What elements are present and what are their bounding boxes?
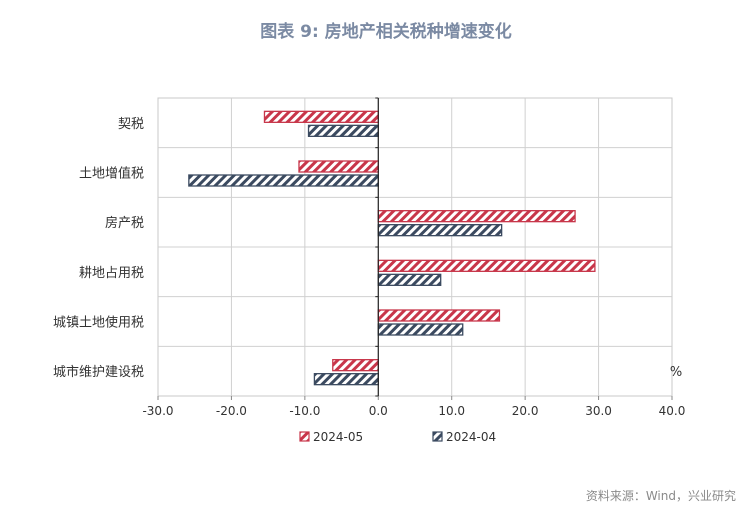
- x-tick-label: 40.0: [659, 404, 686, 418]
- bar-series1: [377, 259, 596, 272]
- x-tick-label: -20.0: [216, 404, 247, 418]
- unit-label: %: [670, 365, 682, 380]
- bar-series1: [377, 309, 501, 322]
- category-label: 房产税: [105, 215, 144, 231]
- x-tick-label: 20.0: [512, 404, 539, 418]
- bar-series2: [377, 224, 503, 237]
- category-label: 契税: [118, 117, 144, 132]
- bar-series1: [298, 160, 379, 173]
- category-label: 城市维护建设税: [53, 364, 144, 380]
- x-tick-label: 10.0: [438, 404, 465, 418]
- bar-series1: [332, 359, 379, 372]
- category-label: 耕地占用税: [79, 265, 144, 281]
- x-tick-label: 0.0: [369, 404, 388, 418]
- source-note: 资料来源：Wind，兴业研究: [586, 488, 736, 503]
- bar-series2: [377, 323, 464, 336]
- x-tick-label: -10.0: [289, 404, 320, 418]
- x-tick-label: 30.0: [585, 404, 612, 418]
- bar-series1: [263, 110, 379, 123]
- category-label: 城镇土地使用税: [53, 315, 144, 331]
- bar-series2: [377, 273, 442, 286]
- legend-label: 2024-05: [313, 430, 363, 444]
- bar-series2: [307, 124, 379, 137]
- x-tick-label: -30.0: [142, 404, 173, 418]
- plot-area: -30.0 -20.0 -10.0 0.0 10.0 20.0 30.0 40.0 契税土地增值…: [53, 97, 686, 444]
- chart-title: 图表 9: 房地产相关税种增速变化: [260, 21, 511, 42]
- legend-swatch: [432, 431, 443, 442]
- legend-swatch: [299, 431, 310, 442]
- category-label: 土地增值税: [79, 166, 144, 182]
- legend-label: 2024-04: [446, 430, 496, 444]
- bar-series2: [313, 373, 379, 386]
- bar-series2: [188, 174, 379, 187]
- bar-series1: [377, 210, 576, 223]
